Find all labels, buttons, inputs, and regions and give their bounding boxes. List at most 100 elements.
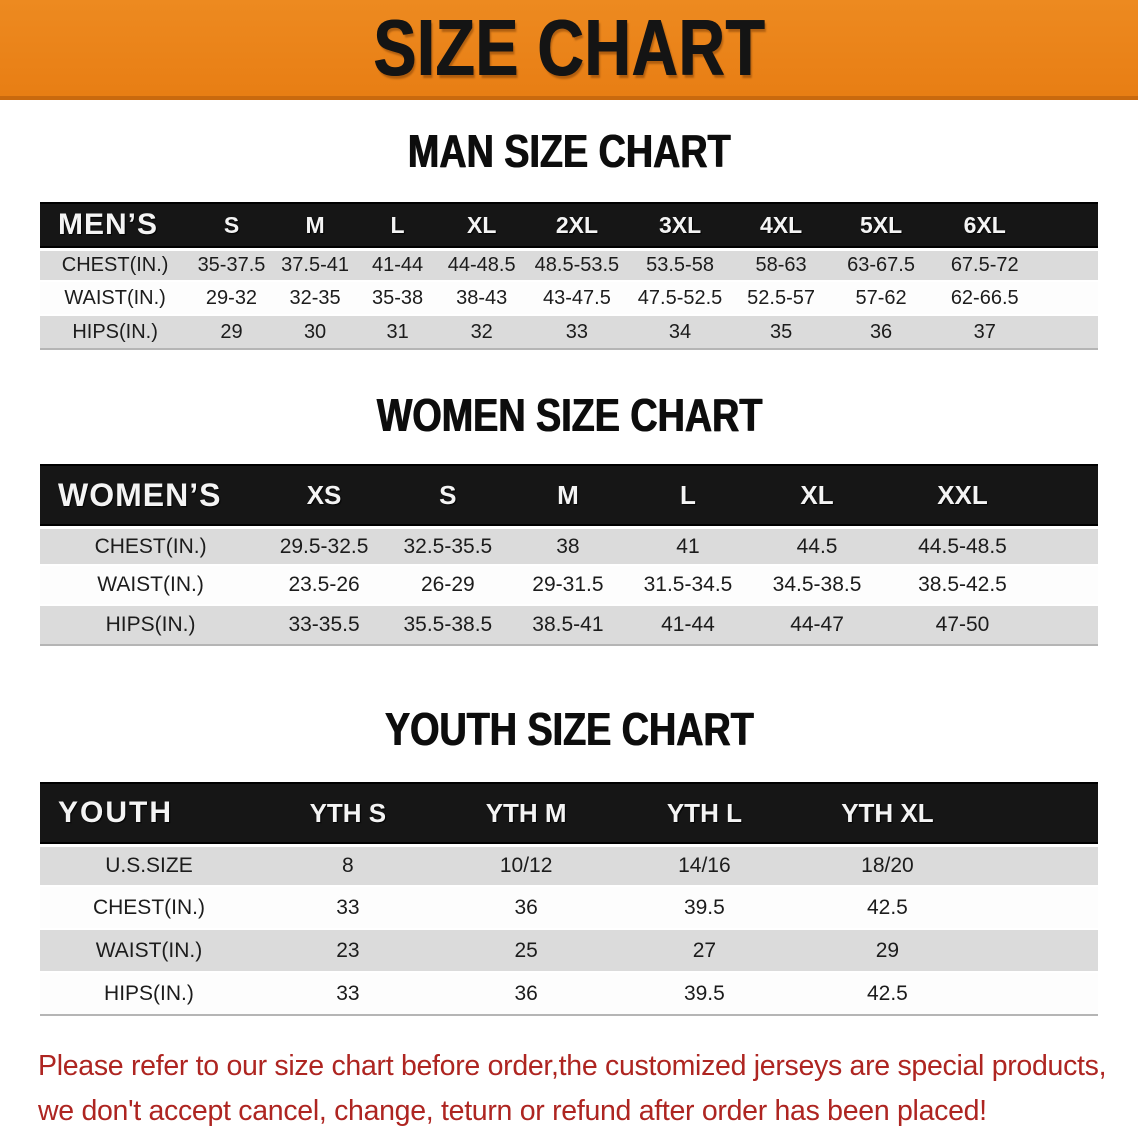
table-header-row: WOMEN’S XS S M L XL XXL (40, 464, 1098, 526)
filler-cell (1039, 464, 1098, 526)
size-column-header: S (190, 202, 273, 248)
row-label-cell: CHEST(IN.) (40, 248, 191, 282)
value-cell: 36 (437, 973, 615, 1016)
size-column-header: XS (261, 464, 388, 526)
value-cell: 44.5-48.5 (885, 526, 1040, 566)
value-cell: 35.5-38.5 (387, 606, 509, 646)
value-cell: 32 (437, 316, 526, 350)
women-section-title-text: WOMEN SIZE CHART (376, 389, 762, 441)
value-cell: 29 (794, 930, 981, 973)
filler-cell (1037, 202, 1098, 248)
value-cell: 34 (628, 316, 732, 350)
value-cell: 37 (931, 316, 1038, 350)
banner-title: SIZE CHART (373, 3, 765, 92)
value-cell: 26-29 (387, 566, 509, 606)
men-section-title-text: MAN SIZE CHART (407, 125, 731, 177)
footer-disclaimer-line2: we don't accept cancel, change, teturn o… (38, 1095, 987, 1128)
value-cell: 29 (190, 316, 273, 350)
value-cell: 39.5 (614, 973, 795, 1016)
value-cell: 52.5-57 (731, 282, 831, 316)
size-column-header: YTH M (437, 782, 615, 844)
value-cell: 38.5-42.5 (885, 566, 1040, 606)
value-cell: 41 (627, 526, 749, 566)
table-row: WAIST(IN.) 23.5-26 26-29 29-31.5 31.5-34.5 34… (40, 566, 1098, 606)
value-cell: 29.5-32.5 (261, 526, 388, 566)
size-column-header: YTH XL (794, 782, 981, 844)
filler-cell (1037, 248, 1098, 282)
value-cell: 14/16 (614, 844, 795, 887)
table-row: WAIST(IN.) 29-32 32-35 35-38 38-43 43-47.5 47.… (40, 282, 1098, 316)
value-cell: 27 (614, 930, 795, 973)
value-cell: 36 (830, 316, 932, 350)
size-column-header: L (627, 464, 749, 526)
value-cell: 32-35 (272, 282, 358, 316)
men-section-title: MAN SIZE CHART (0, 124, 1138, 178)
value-cell: 8 (257, 844, 438, 887)
filler-cell (1037, 282, 1098, 316)
filler-cell (1037, 316, 1098, 350)
value-cell: 48.5-53.5 (525, 248, 629, 282)
women-section-title: WOMEN SIZE CHART (0, 388, 1138, 442)
value-cell: 42.5 (794, 887, 981, 930)
value-cell: 57-62 (830, 282, 932, 316)
value-cell: 38 (508, 526, 628, 566)
row-label-cell: CHEST(IN.) (40, 526, 262, 566)
row-label-cell: WAIST(IN.) (40, 566, 262, 606)
value-cell: 53.5-58 (628, 248, 732, 282)
value-cell: 44-48.5 (437, 248, 526, 282)
table-row: HIPS(IN.) 33-35.5 35.5-38.5 38.5-41 41-44 44-… (40, 606, 1098, 646)
value-cell: 34.5-38.5 (748, 566, 886, 606)
value-cell: 25 (437, 930, 615, 973)
size-column-header: 4XL (731, 202, 831, 248)
footer-disclaimer-line1: Please refer to our size chart before or… (38, 1050, 1107, 1082)
size-column-header: S (387, 464, 509, 526)
filler-cell (980, 887, 1098, 930)
value-cell: 29-31.5 (508, 566, 628, 606)
table-row: WAIST(IN.) 23 25 27 29 (40, 930, 1098, 973)
size-column-header: 6XL (931, 202, 1038, 248)
value-cell: 23 (257, 930, 438, 973)
value-cell: 18/20 (794, 844, 981, 887)
value-cell: 33 (257, 973, 438, 1016)
table-row: HIPS(IN.) 33 36 39.5 42.5 (40, 973, 1098, 1016)
size-column-header: 2XL (525, 202, 629, 248)
table-corner-label: WOMEN’S (40, 464, 262, 526)
mens-size-table: MEN’S S M L XL 2XL 3XL 4XL 5XL 6XL CHEST(IN.) 35-3… (40, 202, 1098, 350)
table-header-row: MEN’S S M L XL 2XL 3XL 4XL 5XL 6XL (40, 202, 1098, 248)
value-cell: 41-44 (627, 606, 749, 646)
table-row: HIPS(IN.) 29 30 31 32 33 34 35 36 37 (40, 316, 1098, 350)
table-row: CHEST(IN.) 35-37.5 37.5-41 41-44 44-48.5 48.5… (40, 248, 1098, 282)
value-cell: 62-66.5 (931, 282, 1038, 316)
value-cell: 41-44 (357, 248, 438, 282)
value-cell: 31 (357, 316, 438, 350)
value-cell: 42.5 (794, 973, 981, 1016)
table-corner-label: MEN’S (40, 202, 191, 248)
value-cell: 38-43 (437, 282, 526, 316)
value-cell: 31.5-34.5 (627, 566, 749, 606)
size-column-header: 5XL (830, 202, 932, 248)
value-cell: 29-32 (190, 282, 273, 316)
size-column-header: YTH S (257, 782, 438, 844)
footer-disclaimer: Please refer to our size chart before or… (0, 1044, 1138, 1134)
youth-section-title-text: YOUTH SIZE CHART (384, 703, 754, 755)
size-column-header: YTH L (614, 782, 795, 844)
value-cell: 39.5 (614, 887, 795, 930)
row-label-cell: WAIST(IN.) (40, 282, 191, 316)
size-column-header: M (508, 464, 628, 526)
value-cell: 38.5-41 (508, 606, 628, 646)
value-cell: 35-38 (357, 282, 438, 316)
youth-size-table: YOUTH YTH S YTH M YTH L YTH XL U.S.SIZE 8 10/1… (40, 782, 1098, 1016)
value-cell: 33 (525, 316, 629, 350)
filler-cell (1039, 606, 1098, 646)
youth-section-title: YOUTH SIZE CHART (0, 702, 1138, 756)
size-column-header: M (272, 202, 358, 248)
value-cell: 36 (437, 887, 615, 930)
row-label-cell: HIPS(IN.) (40, 606, 262, 646)
row-label-cell: CHEST(IN.) (40, 887, 258, 930)
filler-cell (1039, 526, 1098, 566)
value-cell: 35 (731, 316, 831, 350)
row-label-cell: WAIST(IN.) (40, 930, 258, 973)
size-column-header: XXL (885, 464, 1040, 526)
value-cell: 23.5-26 (261, 566, 388, 606)
